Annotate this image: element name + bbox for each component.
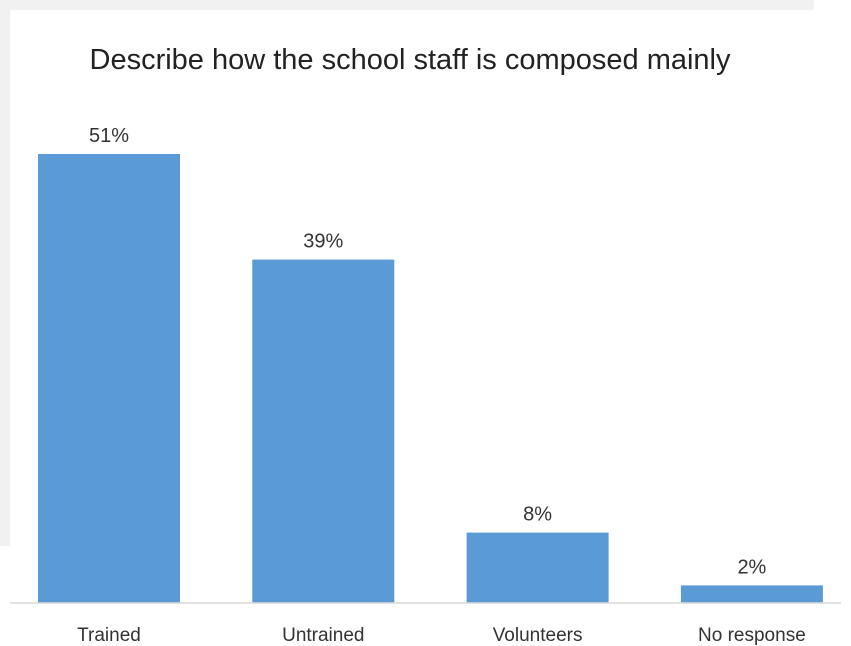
data-label-trained: 51% [89,125,129,147]
data-label-untrained: 39% [303,231,343,253]
category-label-trained: Trained [77,625,141,646]
background-strip-top [0,0,814,10]
data-label-no-response: 2% [737,556,766,578]
category-label-no-response: No response [698,625,806,646]
data-label-volunteers: 8% [523,504,552,526]
categories-layer: Trained Untrained Volunteers No response [77,625,806,646]
category-label-untrained: Untrained [282,625,364,646]
chart-title: Describe how the school staff is compose… [89,44,731,76]
category-label-volunteers: Volunteers [493,625,583,646]
bar-trained [38,154,180,603]
background-strip-left [0,10,10,546]
bar-no-response [680,585,823,603]
labels-layer: 51% 39% 8% 2% [89,125,767,578]
bars-layer [38,154,823,603]
bar-untrained [252,259,395,603]
bar-volunteers [466,532,609,603]
